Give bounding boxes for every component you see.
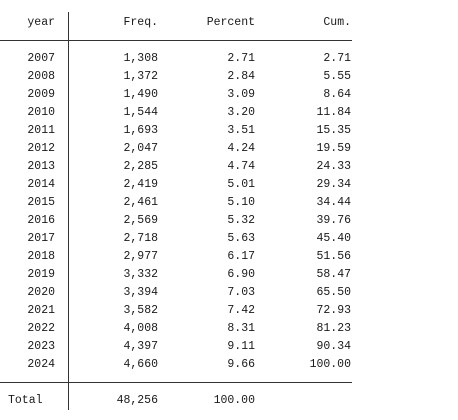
cell: 15.35 xyxy=(316,124,351,137)
row-label: 2011 xyxy=(27,124,55,137)
cell: 7.03 xyxy=(227,286,255,299)
cell: 1,490 xyxy=(123,88,158,101)
cell: 3.09 xyxy=(227,88,255,101)
row-label: 2021 xyxy=(27,304,55,317)
cell: 81.23 xyxy=(316,322,351,335)
total-cell: 100.00 xyxy=(214,394,256,407)
cell: 2,718 xyxy=(123,232,158,245)
cell: 29.34 xyxy=(316,178,351,191)
cell: 2,285 xyxy=(123,160,158,173)
cell: 8.64 xyxy=(323,88,351,101)
column-header: Cum. xyxy=(323,16,351,29)
cell: 6.90 xyxy=(227,268,255,281)
row-label: 2015 xyxy=(27,196,55,209)
cell: 5.10 xyxy=(227,196,255,209)
row-label: 2008 xyxy=(27,70,55,83)
cell: 1,544 xyxy=(123,106,158,119)
cell: 4.74 xyxy=(227,160,255,173)
cell: 2,419 xyxy=(123,178,158,191)
row-label: 2018 xyxy=(27,250,55,263)
cell: 5.55 xyxy=(323,70,351,83)
cell: 4,008 xyxy=(123,322,158,335)
row-label: 2022 xyxy=(27,322,55,335)
cell: 2.71 xyxy=(227,52,255,65)
cell: 72.93 xyxy=(316,304,351,317)
cell: 65.50 xyxy=(316,286,351,299)
cell: 2,047 xyxy=(123,142,158,155)
cell: 1,693 xyxy=(123,124,158,137)
row-label: 2007 xyxy=(27,52,55,65)
cell: 11.84 xyxy=(316,106,351,119)
cell: 8.31 xyxy=(227,322,255,335)
cell: 3,582 xyxy=(123,304,158,317)
cell: 2.84 xyxy=(227,70,255,83)
cell: 4,397 xyxy=(123,340,158,353)
cell: 9.11 xyxy=(227,340,255,353)
total-label: Total xyxy=(8,394,43,407)
cell: 3,394 xyxy=(123,286,158,299)
cell: 2.71 xyxy=(323,52,351,65)
cell: 39.76 xyxy=(316,214,351,227)
cell: 19.59 xyxy=(316,142,351,155)
cell: 51.56 xyxy=(316,250,351,263)
row-label: 2010 xyxy=(27,106,55,119)
row-label: 2013 xyxy=(27,160,55,173)
cell: 24.33 xyxy=(316,160,351,173)
column-header: Percent xyxy=(207,16,255,29)
row-label: 2024 xyxy=(27,358,55,371)
cell: 2,461 xyxy=(123,196,158,209)
column-header: year xyxy=(27,16,55,29)
cell: 5.01 xyxy=(227,178,255,191)
cell: 58.47 xyxy=(316,268,351,281)
cell: 5.32 xyxy=(227,214,255,227)
row-label: 2016 xyxy=(27,214,55,227)
cell: 9.66 xyxy=(227,358,255,371)
cell: 2,569 xyxy=(123,214,158,227)
total-cell: 48,256 xyxy=(117,394,159,407)
row-label: 2014 xyxy=(27,178,55,191)
cell: 4.24 xyxy=(227,142,255,155)
cell: 3.51 xyxy=(227,124,255,137)
cell: 5.63 xyxy=(227,232,255,245)
row-label: 2017 xyxy=(27,232,55,245)
row-label: 2023 xyxy=(27,340,55,353)
cell: 3,332 xyxy=(123,268,158,281)
cell: 6.17 xyxy=(227,250,255,263)
row-label: 2019 xyxy=(27,268,55,281)
column-header: Freq. xyxy=(123,16,158,29)
cell: 1,372 xyxy=(123,70,158,83)
cell: 34.44 xyxy=(316,196,351,209)
row-label: 2009 xyxy=(27,88,55,101)
row-label: 2012 xyxy=(27,142,55,155)
cell: 4,660 xyxy=(123,358,158,371)
cell: 3.20 xyxy=(227,106,255,119)
cell: 90.34 xyxy=(316,340,351,353)
cell: 45.40 xyxy=(316,232,351,245)
cell: 100.00 xyxy=(310,358,352,371)
cell: 2,977 xyxy=(123,250,158,263)
cell: 7.42 xyxy=(227,304,255,317)
row-label: 2020 xyxy=(27,286,55,299)
cell: 1,308 xyxy=(123,52,158,65)
